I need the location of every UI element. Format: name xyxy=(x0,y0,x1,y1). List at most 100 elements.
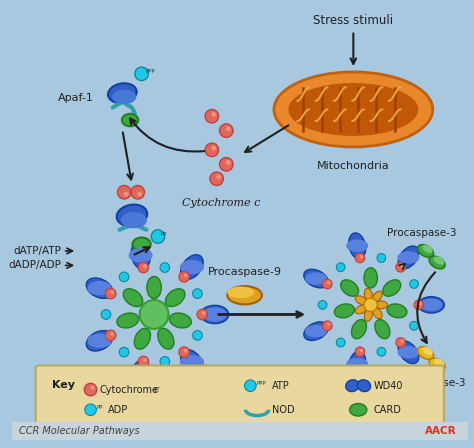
Circle shape xyxy=(140,300,169,329)
Text: Mitochondria: Mitochondria xyxy=(317,161,390,172)
Ellipse shape xyxy=(203,307,227,322)
Circle shape xyxy=(410,280,419,289)
Ellipse shape xyxy=(86,278,113,298)
Ellipse shape xyxy=(86,331,113,351)
Circle shape xyxy=(401,339,404,343)
Ellipse shape xyxy=(147,276,161,299)
Circle shape xyxy=(226,160,231,165)
Ellipse shape xyxy=(398,246,419,269)
Ellipse shape xyxy=(87,281,111,295)
Circle shape xyxy=(318,301,327,309)
Circle shape xyxy=(110,332,114,336)
Circle shape xyxy=(337,263,345,271)
Ellipse shape xyxy=(349,404,367,416)
Ellipse shape xyxy=(201,306,228,323)
Ellipse shape xyxy=(365,309,372,321)
Circle shape xyxy=(396,338,405,347)
Ellipse shape xyxy=(429,358,445,371)
Circle shape xyxy=(160,263,170,272)
Circle shape xyxy=(110,290,114,294)
Circle shape xyxy=(327,323,330,326)
Text: AACR: AACR xyxy=(425,426,456,436)
Circle shape xyxy=(202,311,206,315)
Text: Apoptosome: Apoptosome xyxy=(117,393,191,406)
Text: ADP: ADP xyxy=(108,405,128,415)
Circle shape xyxy=(210,172,223,185)
Circle shape xyxy=(419,302,422,305)
Text: ATP: ATP xyxy=(272,381,289,391)
Ellipse shape xyxy=(341,280,358,296)
Ellipse shape xyxy=(134,328,151,349)
Ellipse shape xyxy=(397,251,419,264)
Ellipse shape xyxy=(418,347,434,359)
Circle shape xyxy=(205,143,219,157)
Ellipse shape xyxy=(365,289,372,301)
Circle shape xyxy=(364,298,377,312)
Text: PP: PP xyxy=(96,405,103,410)
Circle shape xyxy=(205,109,219,123)
Ellipse shape xyxy=(387,304,407,318)
Circle shape xyxy=(179,347,190,358)
Text: dATP/ATP: dATP/ATP xyxy=(14,246,62,256)
FancyBboxPatch shape xyxy=(36,366,444,431)
Ellipse shape xyxy=(355,305,367,314)
Ellipse shape xyxy=(170,313,191,328)
Circle shape xyxy=(105,330,116,340)
Circle shape xyxy=(118,185,131,199)
Circle shape xyxy=(211,146,216,151)
Ellipse shape xyxy=(122,114,138,126)
Ellipse shape xyxy=(346,380,359,392)
Ellipse shape xyxy=(397,346,419,358)
Ellipse shape xyxy=(128,366,153,381)
Circle shape xyxy=(119,272,129,282)
Ellipse shape xyxy=(131,360,150,388)
Ellipse shape xyxy=(304,322,328,340)
Ellipse shape xyxy=(288,83,419,136)
Ellipse shape xyxy=(181,349,203,374)
Ellipse shape xyxy=(420,299,442,311)
Ellipse shape xyxy=(346,358,368,370)
Text: NOD: NOD xyxy=(272,405,294,415)
Ellipse shape xyxy=(132,237,151,251)
Ellipse shape xyxy=(434,358,444,367)
Circle shape xyxy=(355,347,365,357)
Circle shape xyxy=(226,126,231,131)
Ellipse shape xyxy=(352,319,366,339)
Circle shape xyxy=(91,386,95,390)
Circle shape xyxy=(192,289,202,298)
Circle shape xyxy=(135,67,148,81)
Ellipse shape xyxy=(418,245,434,257)
Circle shape xyxy=(105,289,116,299)
Ellipse shape xyxy=(364,268,377,288)
Text: dADP/ADP: dADP/ADP xyxy=(9,260,62,271)
Circle shape xyxy=(360,255,363,258)
Circle shape xyxy=(219,124,233,138)
Ellipse shape xyxy=(373,291,382,302)
Circle shape xyxy=(245,380,256,392)
Circle shape xyxy=(216,174,221,179)
Text: Cytochrome: Cytochrome xyxy=(99,384,158,395)
Circle shape xyxy=(183,349,188,353)
Ellipse shape xyxy=(434,256,444,265)
Circle shape xyxy=(143,358,147,362)
Circle shape xyxy=(410,321,419,330)
Ellipse shape xyxy=(422,347,433,355)
Ellipse shape xyxy=(419,297,444,313)
Circle shape xyxy=(85,404,96,416)
Ellipse shape xyxy=(398,341,419,364)
Ellipse shape xyxy=(158,328,174,349)
Ellipse shape xyxy=(383,280,401,296)
Circle shape xyxy=(401,264,404,267)
Circle shape xyxy=(138,262,149,273)
Circle shape xyxy=(219,158,233,171)
Circle shape xyxy=(197,309,208,320)
Circle shape xyxy=(377,254,386,262)
Ellipse shape xyxy=(274,72,433,147)
Circle shape xyxy=(360,349,363,352)
Circle shape xyxy=(124,192,128,197)
Ellipse shape xyxy=(117,205,147,226)
Ellipse shape xyxy=(357,380,371,392)
Circle shape xyxy=(355,253,365,263)
Ellipse shape xyxy=(227,286,262,304)
Circle shape xyxy=(396,263,405,272)
